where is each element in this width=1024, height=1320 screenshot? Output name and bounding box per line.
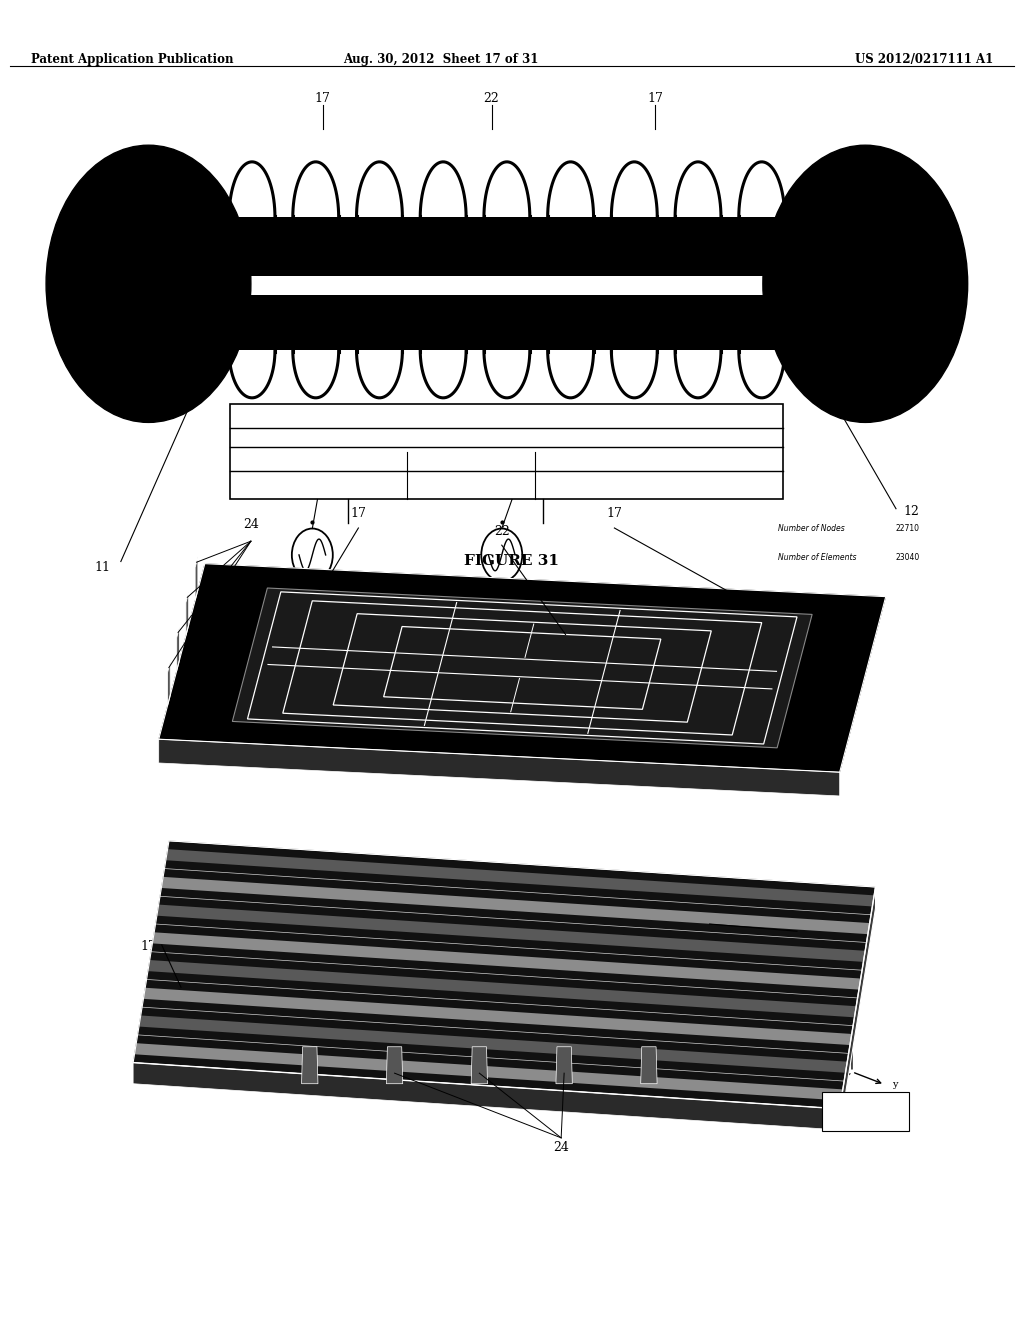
Text: Unit: mm: Unit: mm	[849, 1107, 884, 1115]
Polygon shape	[157, 904, 865, 962]
Text: 17: 17	[606, 507, 623, 520]
Polygon shape	[139, 1015, 847, 1073]
Polygon shape	[134, 1043, 843, 1101]
Text: Aug. 30, 2012  Sheet 17 of 31: Aug. 30, 2012 Sheet 17 of 31	[343, 53, 538, 66]
Polygon shape	[159, 739, 840, 796]
Polygon shape	[159, 564, 886, 772]
Polygon shape	[166, 849, 874, 907]
Polygon shape	[143, 987, 852, 1045]
Text: Patent Application Publication: Patent Application Publication	[31, 53, 233, 66]
Polygon shape	[133, 1063, 840, 1130]
Polygon shape	[840, 887, 876, 1130]
Text: 22: 22	[483, 92, 500, 106]
Polygon shape	[386, 1047, 402, 1084]
Text: 22: 22	[494, 524, 510, 537]
Bar	[220, 276, 794, 294]
Bar	[220, 294, 794, 350]
Polygon shape	[556, 1047, 572, 1084]
Bar	[220, 218, 794, 276]
Ellipse shape	[46, 145, 251, 422]
Text: 17: 17	[350, 507, 367, 520]
Polygon shape	[641, 1047, 657, 1084]
Text: 12: 12	[903, 506, 920, 519]
Text: Number of Nodes: Number of Nodes	[778, 524, 845, 533]
Text: US 2012/0217111 A1: US 2012/0217111 A1	[855, 53, 993, 66]
Text: Number of Elements: Number of Elements	[778, 553, 857, 562]
Text: z: z	[849, 986, 855, 995]
Ellipse shape	[763, 145, 968, 422]
Text: y: y	[892, 1080, 897, 1089]
Polygon shape	[471, 1047, 487, 1084]
Text: 11: 11	[94, 561, 111, 574]
Text: 17: 17	[688, 920, 705, 933]
Polygon shape	[147, 960, 856, 1018]
Polygon shape	[133, 841, 876, 1109]
Polygon shape	[186, 593, 188, 636]
Polygon shape	[301, 1047, 317, 1084]
Text: 17: 17	[647, 92, 664, 106]
Text: FIGURE 31: FIGURE 31	[465, 554, 559, 568]
Text: 24: 24	[243, 517, 259, 531]
Text: 17: 17	[140, 940, 157, 953]
Polygon shape	[168, 663, 170, 706]
Text: x: x	[818, 1093, 823, 1102]
Polygon shape	[196, 557, 198, 601]
Text: 23040: 23040	[896, 553, 921, 562]
Text: 24: 24	[553, 1140, 569, 1154]
Polygon shape	[232, 587, 812, 748]
Polygon shape	[153, 932, 861, 990]
Text: 22710: 22710	[896, 524, 920, 533]
Polygon shape	[162, 876, 869, 935]
Polygon shape	[177, 627, 179, 671]
Text: 17: 17	[314, 92, 331, 106]
Bar	[230, 404, 783, 499]
FancyBboxPatch shape	[822, 1092, 909, 1131]
